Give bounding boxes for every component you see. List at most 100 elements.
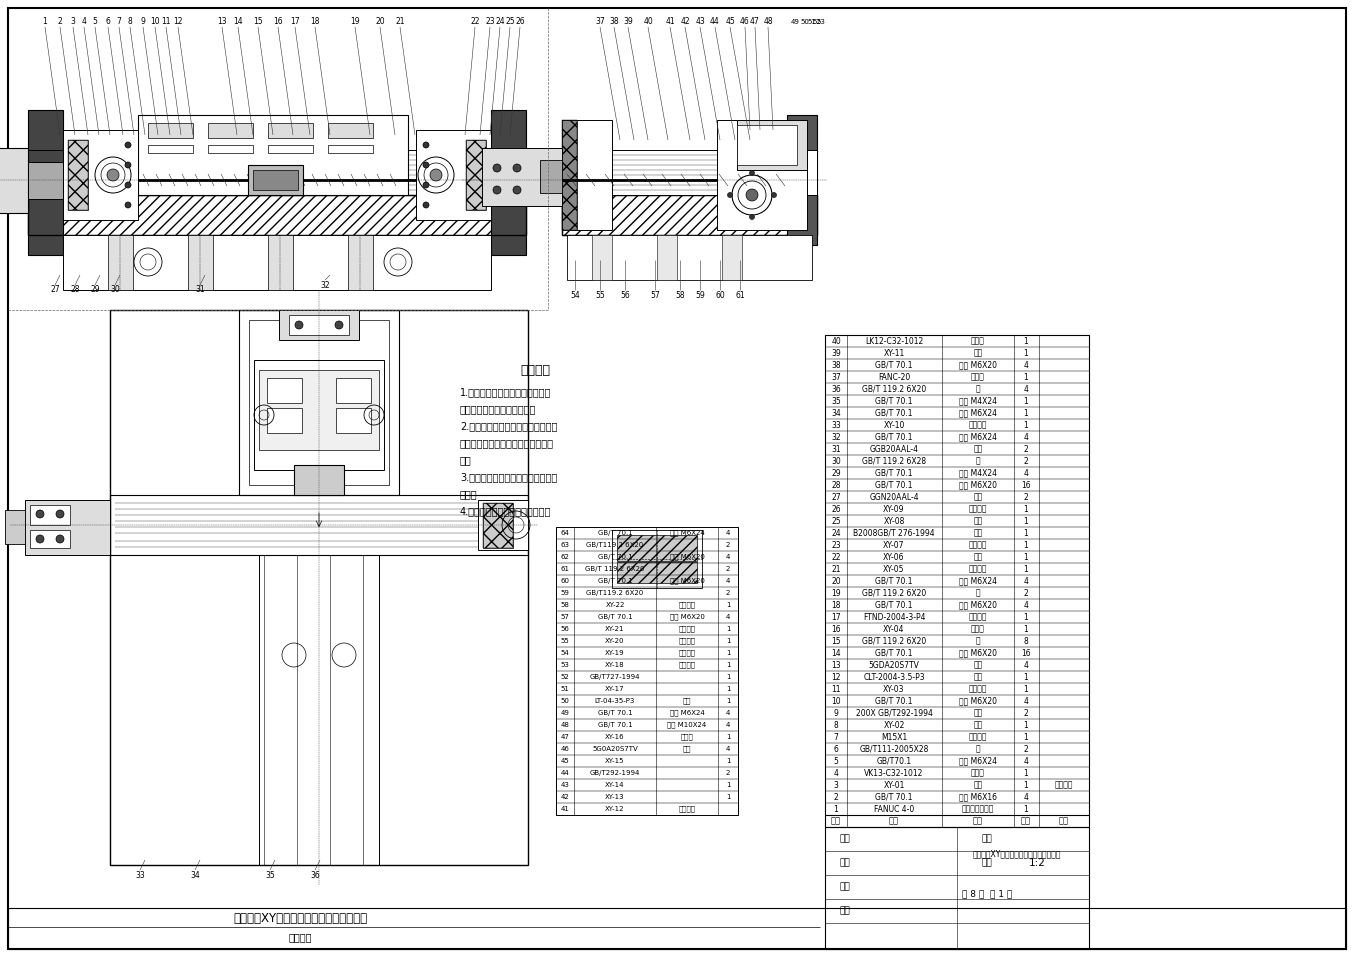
Bar xyxy=(288,315,349,335)
Text: 16: 16 xyxy=(1021,480,1030,489)
Text: 机底支座: 机底支座 xyxy=(678,806,696,812)
Bar xyxy=(28,150,525,195)
Bar xyxy=(24,500,110,555)
Text: 33: 33 xyxy=(135,871,145,879)
Text: 34: 34 xyxy=(190,871,200,879)
Bar xyxy=(328,145,372,153)
Text: 驱动机: 驱动机 xyxy=(971,372,984,382)
Text: 字号: 字号 xyxy=(982,835,992,843)
Text: 3: 3 xyxy=(70,17,76,27)
Bar xyxy=(466,140,486,210)
Text: 轴承支座: 轴承支座 xyxy=(968,541,987,549)
Text: 1: 1 xyxy=(1024,625,1029,634)
Text: 41: 41 xyxy=(665,17,674,27)
Circle shape xyxy=(295,321,303,329)
Bar xyxy=(249,320,389,485)
Text: 58: 58 xyxy=(676,291,685,300)
Text: 轴剖开口: 轴剖开口 xyxy=(1055,781,1074,790)
Bar xyxy=(30,530,70,548)
Text: GB/T 70.1: GB/T 70.1 xyxy=(597,530,632,536)
Bar xyxy=(253,170,298,190)
Text: 21: 21 xyxy=(395,17,405,27)
Bar xyxy=(138,115,408,195)
Text: 39: 39 xyxy=(623,17,632,27)
Text: GB/T 70.1: GB/T 70.1 xyxy=(597,578,632,584)
Bar xyxy=(328,123,372,138)
Text: 47: 47 xyxy=(750,17,760,27)
Text: XY-02: XY-02 xyxy=(883,721,904,729)
Bar xyxy=(718,120,807,230)
Text: 2: 2 xyxy=(726,590,730,596)
Text: 螺钉 M6X20: 螺钉 M6X20 xyxy=(670,554,704,560)
Text: 螺钉 M6X24: 螺钉 M6X24 xyxy=(959,433,997,441)
Text: 支座孔应在同一轴线上，不能强迫安: 支座孔应在同一轴线上，不能强迫安 xyxy=(460,438,554,448)
Text: 4: 4 xyxy=(726,530,730,536)
Text: GB/T 70.1: GB/T 70.1 xyxy=(875,469,913,478)
Text: 29: 29 xyxy=(831,469,841,478)
Bar xyxy=(64,130,138,220)
Text: 29: 29 xyxy=(91,285,100,295)
Text: GB/T 70.1: GB/T 70.1 xyxy=(875,576,913,586)
Bar xyxy=(657,235,677,280)
Bar xyxy=(562,150,816,195)
Text: 1: 1 xyxy=(1024,768,1029,777)
Circle shape xyxy=(125,162,131,168)
Bar xyxy=(188,235,213,290)
Bar xyxy=(562,195,816,235)
Text: 60: 60 xyxy=(715,291,724,300)
Text: 36: 36 xyxy=(310,871,320,879)
Text: 1: 1 xyxy=(1024,565,1029,573)
Text: 40: 40 xyxy=(831,337,841,345)
Text: 4: 4 xyxy=(1024,756,1029,766)
Text: 描图: 描图 xyxy=(839,906,850,916)
Text: 59: 59 xyxy=(561,590,570,596)
Text: 10: 10 xyxy=(831,697,841,705)
Bar xyxy=(492,110,525,255)
Text: XY-19: XY-19 xyxy=(605,650,624,656)
Circle shape xyxy=(422,162,429,168)
Text: 轴承: 轴承 xyxy=(974,528,983,538)
Circle shape xyxy=(772,192,776,197)
Text: 23: 23 xyxy=(831,541,841,549)
Text: 9: 9 xyxy=(141,17,145,27)
Text: 4: 4 xyxy=(726,554,730,560)
Text: GB/T292-1994: GB/T292-1994 xyxy=(590,770,640,776)
Text: 3: 3 xyxy=(834,781,838,790)
Text: 5: 5 xyxy=(92,17,97,27)
Text: 2: 2 xyxy=(726,770,730,776)
Bar xyxy=(336,378,371,403)
Text: 2: 2 xyxy=(726,542,730,548)
Text: 20: 20 xyxy=(831,576,841,586)
Text: 17: 17 xyxy=(831,612,841,621)
Text: GB/T119.2 6X20: GB/T119.2 6X20 xyxy=(586,542,643,548)
Bar xyxy=(825,827,1089,949)
Text: 39: 39 xyxy=(831,348,841,358)
Text: 4: 4 xyxy=(834,768,838,777)
Text: 25: 25 xyxy=(831,517,841,525)
Text: 1: 1 xyxy=(1024,721,1029,729)
Text: 34: 34 xyxy=(831,409,841,417)
Text: 4: 4 xyxy=(1024,697,1029,705)
Text: 15: 15 xyxy=(253,17,263,27)
Bar xyxy=(267,378,302,403)
Text: 38: 38 xyxy=(831,361,841,369)
Text: 滑块: 滑块 xyxy=(974,660,983,670)
Text: GB/T 119.2 6X20: GB/T 119.2 6X20 xyxy=(585,566,645,572)
Text: 1:2: 1:2 xyxy=(1029,858,1045,868)
Circle shape xyxy=(746,189,758,201)
Text: 1.工作台各零件装配时未锁定位螺: 1.工作台各零件装配时未锁定位螺 xyxy=(460,387,551,397)
Text: 1: 1 xyxy=(1024,684,1029,694)
Text: 62: 62 xyxy=(561,554,570,560)
Bar xyxy=(268,145,313,153)
Text: 1: 1 xyxy=(726,662,730,668)
Text: 1: 1 xyxy=(726,698,730,704)
Text: XY-09: XY-09 xyxy=(883,504,904,514)
Text: 7: 7 xyxy=(834,732,838,742)
Text: 1: 1 xyxy=(1024,732,1029,742)
Text: 1: 1 xyxy=(834,805,838,813)
Bar xyxy=(562,120,577,230)
Text: 数量: 数量 xyxy=(1021,816,1030,826)
Bar xyxy=(267,408,302,433)
Text: 序号: 序号 xyxy=(831,816,841,826)
Text: 设计: 设计 xyxy=(839,835,850,843)
